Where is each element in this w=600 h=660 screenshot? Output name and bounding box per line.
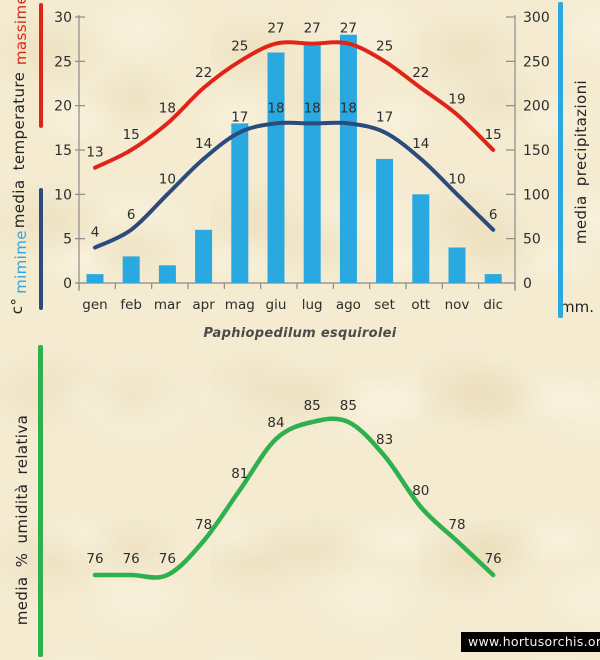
right-tick-label: 0 bbox=[523, 276, 532, 292]
month-label: gen bbox=[82, 297, 107, 313]
month-label: feb bbox=[120, 297, 142, 313]
humidity-legend-stripe bbox=[38, 345, 43, 657]
right-tick-label: 150 bbox=[523, 143, 550, 159]
temp-data-label: 15 bbox=[123, 127, 140, 143]
max-temp-labels: 13 15 18 22 25 27 27 27 25 22 19 15 bbox=[86, 21, 501, 161]
temp-data-label: 25 bbox=[231, 38, 248, 54]
temp-data-label: 17 bbox=[231, 109, 248, 125]
right-tick-label: 300 bbox=[523, 10, 550, 26]
precipitation-bar bbox=[484, 274, 502, 283]
temp-data-label: 18 bbox=[267, 100, 284, 116]
month-label: ago bbox=[336, 297, 361, 313]
min-temp-line bbox=[93, 120, 496, 250]
temp-data-label: 18 bbox=[159, 100, 176, 116]
temp-data-label: 22 bbox=[412, 65, 429, 81]
left-tick-label: 0 bbox=[63, 276, 72, 292]
precipitation-bar bbox=[231, 123, 249, 284]
temp-data-label: 6 bbox=[489, 207, 498, 223]
humidity-line bbox=[92, 416, 496, 580]
month-label: giu bbox=[266, 297, 287, 313]
mimime-legend-stripe bbox=[39, 188, 43, 310]
humidity-labels: 76 76 76 78 81 84 85 85 83 80 78 76 bbox=[86, 398, 501, 567]
chart-title: Paphiopedilum esquirolei bbox=[203, 326, 397, 341]
month-label: set bbox=[374, 297, 395, 313]
precipitation-bar bbox=[448, 247, 466, 283]
precipitation-bar bbox=[122, 256, 140, 283]
right-axis-unit: mm. bbox=[560, 298, 594, 316]
axes bbox=[75, 15, 516, 291]
left-tick-label: 5 bbox=[63, 232, 72, 248]
month-label: dic bbox=[483, 297, 503, 313]
temp-data-label: 18 bbox=[340, 100, 357, 116]
right-tick-label: 50 bbox=[523, 232, 541, 248]
humidity-data-label: 84 bbox=[267, 415, 284, 431]
humidity-data-label: 78 bbox=[195, 517, 212, 533]
min-temp-labels: 4 6 10 14 17 18 18 18 17 14 10 6 bbox=[91, 100, 498, 240]
temp-data-label: 27 bbox=[340, 21, 357, 37]
temp-data-label: 25 bbox=[376, 38, 393, 54]
humidity-data-label: 85 bbox=[340, 398, 357, 414]
humidity-chart: 76 76 76 78 81 84 85 85 83 80 78 76 bbox=[86, 398, 502, 580]
humidity-data-label: 78 bbox=[448, 517, 465, 533]
humidity-data-label: 76 bbox=[485, 551, 502, 567]
temp-data-label: 14 bbox=[195, 136, 212, 152]
temp-data-label: 27 bbox=[267, 21, 284, 37]
month-label: nov bbox=[445, 297, 470, 313]
temp-data-label: 6 bbox=[127, 207, 136, 223]
month-label: lug bbox=[302, 297, 323, 313]
humidity-data-label: 76 bbox=[123, 551, 140, 567]
temp-data-label: 18 bbox=[304, 100, 321, 116]
humidity-data-label: 80 bbox=[412, 483, 429, 499]
left-tick-label: 25 bbox=[54, 54, 72, 70]
temp-data-label: 15 bbox=[485, 127, 502, 143]
temp-data-label: 10 bbox=[159, 171, 176, 187]
precipitation-bar bbox=[195, 229, 213, 283]
temp-data-label: 22 bbox=[195, 65, 212, 81]
humidity-data-label: 85 bbox=[304, 398, 321, 414]
temp-data-label: 19 bbox=[448, 92, 465, 108]
website-link[interactable]: www.hortusorchis.org bbox=[461, 632, 600, 652]
left-tick-label: 15 bbox=[54, 143, 72, 159]
temp-data-label: 27 bbox=[304, 21, 321, 37]
precipitation-bar bbox=[339, 34, 357, 284]
precipitation-bar bbox=[412, 194, 430, 283]
left-tick-label: 20 bbox=[54, 99, 72, 115]
month-label: mag bbox=[225, 297, 255, 313]
precipitation-bar bbox=[86, 274, 104, 283]
precipitation-bars bbox=[86, 34, 502, 284]
humidity-data-label: 83 bbox=[376, 432, 393, 448]
right-tick-label: 200 bbox=[523, 99, 550, 115]
right-tick-label: 100 bbox=[523, 187, 550, 203]
right-axis-tick-labels: 0 50 100 150 200 250 300 bbox=[523, 10, 550, 292]
temp-data-label: 13 bbox=[86, 145, 103, 161]
left-tick-label: 10 bbox=[54, 187, 72, 203]
left-tick-label: 30 bbox=[54, 10, 72, 26]
precipitation-bar bbox=[158, 265, 176, 283]
month-label: apr bbox=[192, 297, 215, 313]
precipitation-bar bbox=[267, 52, 285, 283]
precipitation-bar bbox=[376, 158, 394, 283]
month-labels: gen feb mar apr mag giu lug ago set ott nov dic bbox=[82, 297, 503, 313]
temp-data-label: 4 bbox=[91, 225, 100, 241]
humidity-data-label: 81 bbox=[231, 466, 248, 482]
month-label: mar bbox=[154, 297, 181, 313]
month-label: ott bbox=[411, 297, 430, 313]
temp-data-label: 10 bbox=[448, 171, 465, 187]
temp-data-label: 17 bbox=[376, 109, 393, 125]
left-axis-tick-labels: 0 5 10 15 20 25 30 bbox=[54, 10, 72, 292]
humidity-data-label: 76 bbox=[86, 551, 103, 567]
right-tick-label: 250 bbox=[523, 54, 550, 70]
precipitation-legend-stripe bbox=[558, 2, 563, 318]
precipitation-bar bbox=[303, 43, 321, 283]
max-temp-line bbox=[93, 40, 496, 170]
massime-legend-stripe bbox=[39, 3, 43, 128]
temp-data-label: 14 bbox=[412, 136, 429, 152]
humidity-data-label: 76 bbox=[159, 551, 176, 567]
